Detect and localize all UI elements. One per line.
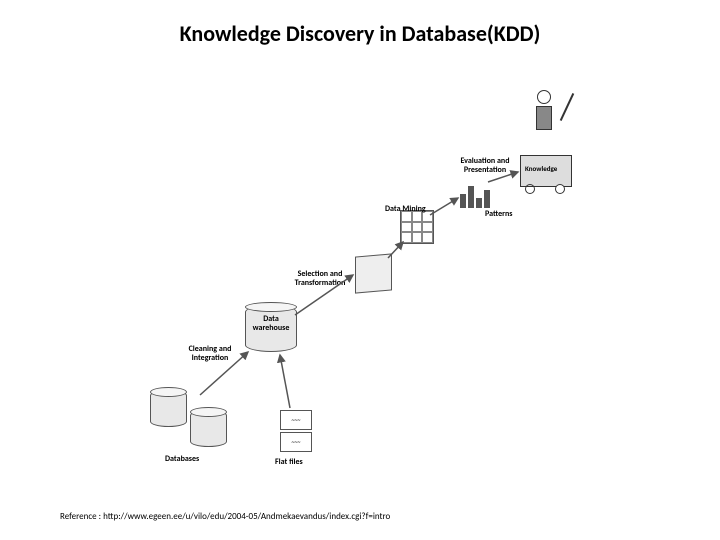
- grid-node: [400, 210, 434, 244]
- cube-node: [355, 253, 392, 293]
- reference-url: http://www.egeen.ee/u/vilo/edu/2004-05/A…: [103, 511, 390, 522]
- kdd-diagram: Databases ~~~ ~~~ Flat files Cleaning an…: [130, 80, 610, 480]
- patterns-bars: [460, 180, 490, 208]
- database-cylinder-2: [190, 410, 227, 447]
- reference-text: Reference : http://www.egeen.ee/u/vilo/e…: [60, 511, 390, 522]
- cleaning-label: Cleaning and Integration: [175, 345, 245, 363]
- selection-label: Selection and Transformation: [280, 270, 360, 288]
- flat-files-label: Flat files: [275, 458, 303, 467]
- patterns-label: Patterns: [485, 210, 512, 219]
- databases-label: Databases: [165, 455, 199, 464]
- flat-file-1: ~~~: [280, 410, 312, 430]
- database-cylinder-1: [150, 390, 187, 427]
- miner-icon: [530, 90, 558, 140]
- reference-label: Reference :: [60, 511, 101, 522]
- data-warehouse-label: Data warehouse: [248, 315, 294, 333]
- evaluation-label: Evaluation and Presentation: [450, 157, 520, 175]
- knowledge-label: Knowledge: [525, 165, 557, 173]
- flat-file-2: ~~~: [280, 432, 312, 452]
- data-mining-label: Data Mining: [385, 205, 426, 214]
- page-title: Knowledge Discovery in Database(KDD): [0, 20, 720, 47]
